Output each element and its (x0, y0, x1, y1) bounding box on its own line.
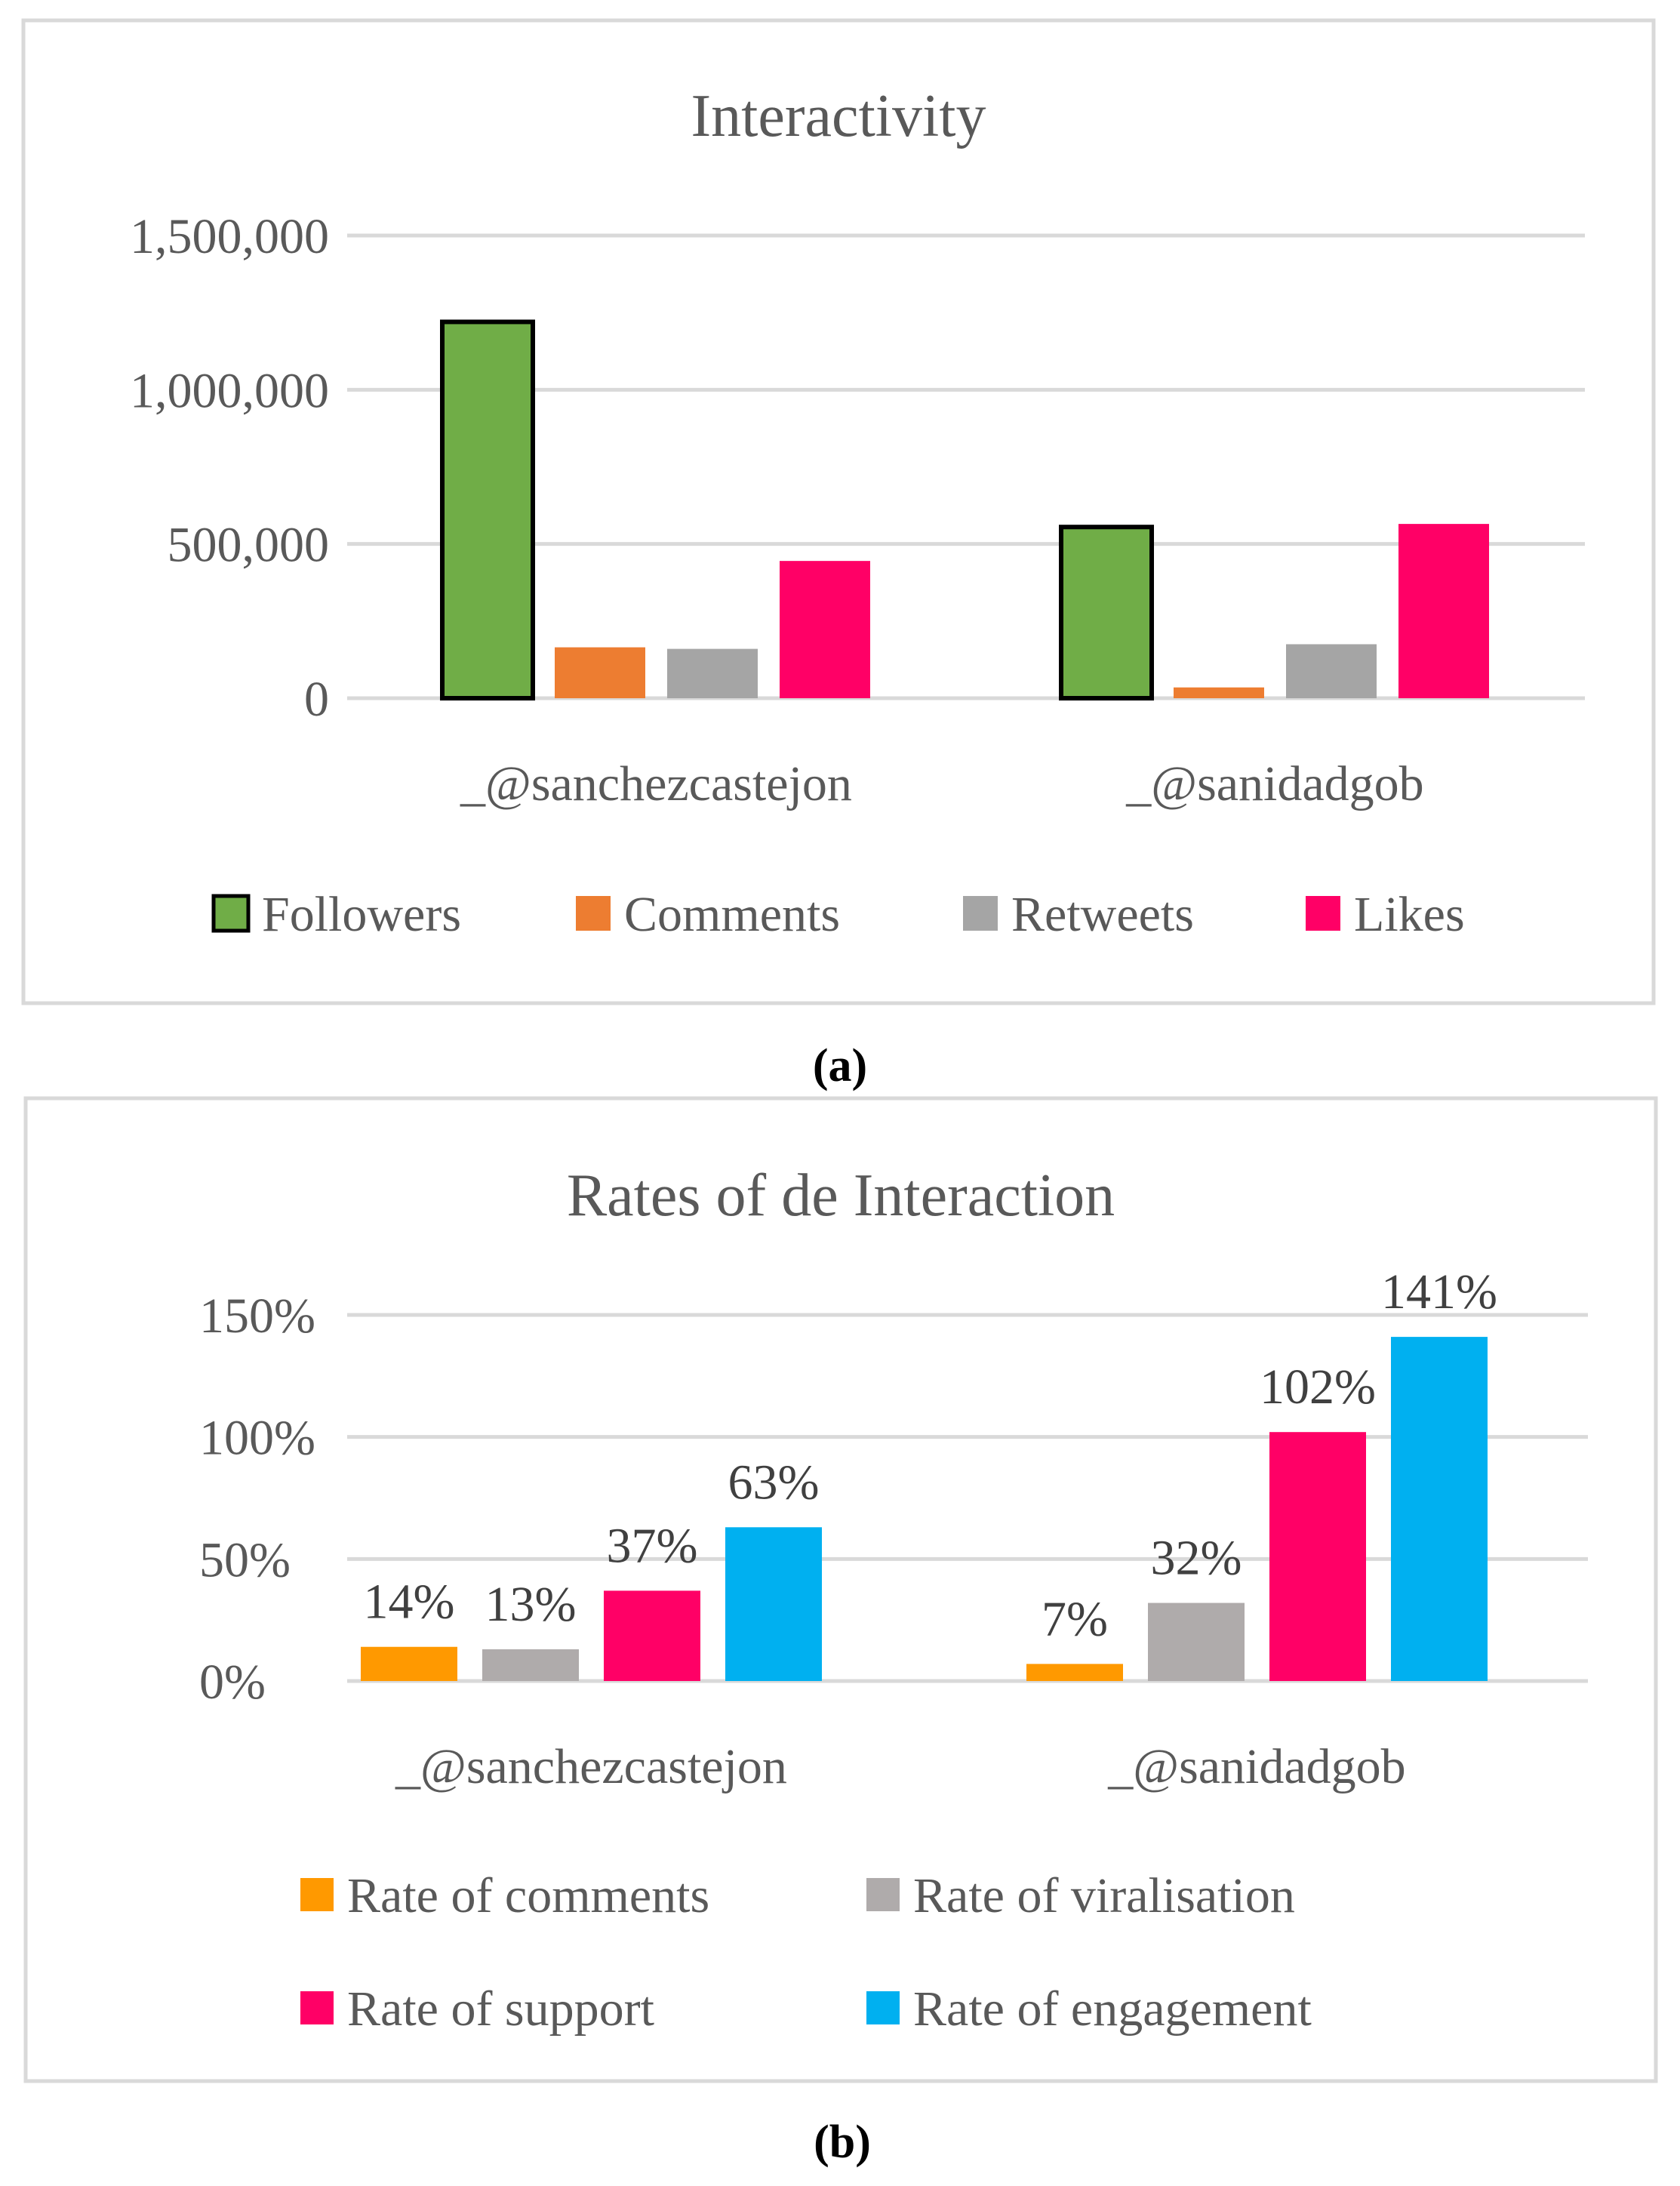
bar-rate-of-comments (361, 1646, 457, 1681)
legend-swatch (866, 1878, 900, 1911)
y-tick-label: 500,000 (168, 518, 330, 573)
chart-a-gridlines (347, 233, 1585, 700)
legend-swatch (576, 896, 611, 931)
chart-b-frame (23, 1096, 1658, 2083)
x-category-label: _@sanchezcastejon (395, 1739, 787, 1794)
bar-retweets (667, 648, 758, 698)
data-label: 14% (364, 1575, 455, 1630)
data-label: 63% (728, 1455, 820, 1510)
chart-a-caption: (a) (813, 1040, 867, 1091)
chart-a-x-axis: _@sanchezcastejon _@sanidadgob (460, 756, 1424, 811)
bar-rate-of-comments (1026, 1664, 1123, 1681)
y-tick-label: 0% (199, 1655, 266, 1710)
legend-label: Rate of comments (347, 1868, 709, 1923)
chart-b-bars (361, 1337, 1488, 1681)
bar-rate-of-viralisation (1148, 1603, 1245, 1681)
bar-rate-of-support (604, 1590, 700, 1681)
chart-a-frame (21, 18, 1656, 1005)
y-tick-label: 50% (199, 1532, 291, 1587)
bar-comments (1174, 687, 1264, 698)
x-category-label: _@sanidadgob (1107, 1739, 1405, 1794)
legend-swatch (963, 896, 998, 931)
bar-followers (440, 319, 535, 700)
legend-label: Rate of viralisation (913, 1868, 1295, 1923)
chart-a-legend: Followers Comments Retweets Likes (211, 887, 1465, 942)
chart-b-data-labels: 14% 13% 37% 63% 7% 32% 102%141% (364, 1264, 1497, 1646)
bar-comments (555, 647, 645, 698)
bar-rate-of-engagement (1391, 1337, 1488, 1681)
bar-retweets (1286, 644, 1377, 698)
x-category-label: _@sanchezcastejon (460, 756, 852, 811)
chart-b-x-axis: _@sanchezcastejon _@sanidadgob (395, 1739, 1406, 1794)
legend-label: Comments (624, 887, 840, 942)
data-label: 7% (1042, 1591, 1108, 1646)
chart-a-title: Interactivity (691, 83, 986, 149)
bar-followers (1059, 525, 1154, 700)
chart-b-y-axis: 0% 50% 100% 150% (199, 1289, 315, 1710)
bar-likes (1398, 524, 1489, 698)
y-tick-label: 1,000,000 (130, 363, 329, 418)
chart-b: Rates of de Interaction 0% 50% 100% 150% 14… (23, 1096, 1658, 2083)
chart-b-legend: Rate of comments Rate of viralisation Rate… (300, 1868, 1312, 2037)
legend-label: Retweets (1011, 887, 1194, 942)
y-tick-label: 1,500,000 (130, 209, 329, 264)
legend-label: Followers (262, 887, 461, 942)
chart-a-bars (440, 319, 1489, 700)
bar-rate-of-viralisation (482, 1649, 579, 1681)
data-label: 13% (485, 1577, 577, 1632)
chart-b-title: Rates of de Interaction (567, 1162, 1115, 1229)
bar-rate-of-support (1269, 1432, 1366, 1681)
bar-rate-of-engagement (725, 1527, 822, 1681)
legend-swatch (1306, 896, 1340, 931)
chart-a: Interactivity 0 500,000 1,000,000 1,500,000… (21, 18, 1656, 1005)
chart-a-y-axis: 0 500,000 1,000,000 1,500,000 (130, 209, 329, 727)
y-tick-label: 0 (304, 672, 329, 727)
data-label: 37% (607, 1518, 698, 1573)
legend-swatch (211, 894, 251, 933)
bar-likes (780, 561, 870, 698)
legend-swatch (300, 1878, 334, 1911)
y-tick-label: 100% (199, 1411, 315, 1466)
data-label: 141% (1381, 1264, 1497, 1319)
legend-swatch (300, 1991, 334, 2024)
y-tick-label: 150% (199, 1289, 315, 1344)
x-category-label: _@sanidadgob (1125, 756, 1423, 811)
legend-label: Rate of engagement (913, 1981, 1312, 2037)
legend-label: Likes (1354, 887, 1465, 942)
legend-label: Rate of support (347, 1981, 654, 2037)
data-label: 32% (1151, 1531, 1242, 1586)
legend-swatch (866, 1991, 900, 2024)
data-label: 102% (1260, 1359, 1376, 1415)
chart-b-caption: (b) (814, 2117, 871, 2168)
